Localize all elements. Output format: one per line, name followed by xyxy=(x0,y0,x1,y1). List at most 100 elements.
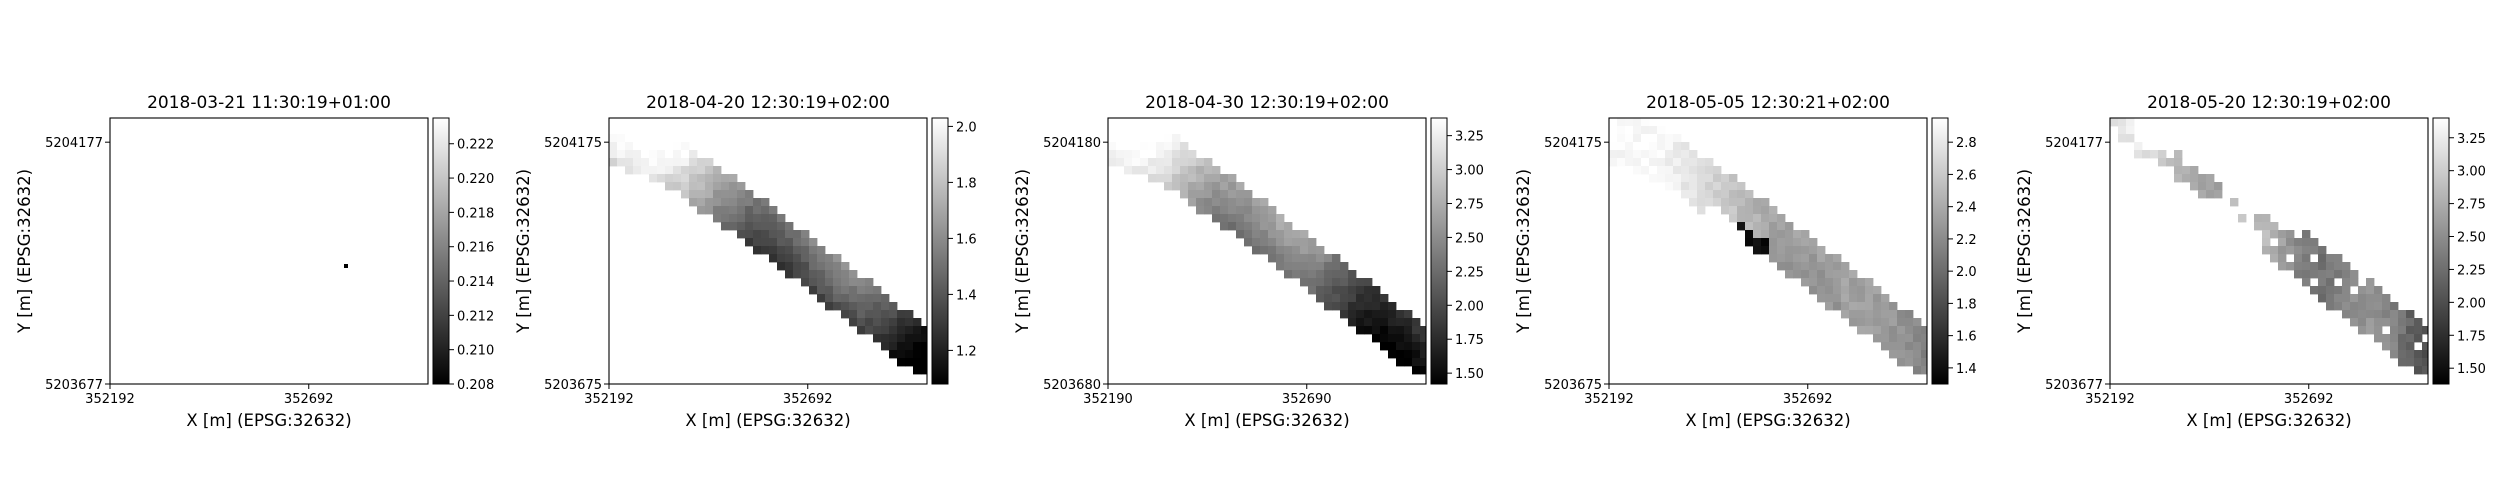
raster-pixel xyxy=(881,326,890,335)
raster-pixel xyxy=(625,134,634,143)
raster-pixel xyxy=(825,286,834,295)
raster-pixel xyxy=(777,230,786,239)
raster-pixel xyxy=(729,174,738,183)
raster-pixel xyxy=(2302,246,2311,255)
raster-pixel xyxy=(2294,270,2303,279)
raster-pixel xyxy=(609,126,618,135)
raster-pixel xyxy=(1244,222,1253,231)
colorbar-tick-label: 1.75 xyxy=(2457,329,2486,344)
raster-pixel xyxy=(857,302,866,311)
raster-pixel xyxy=(1236,214,1245,223)
raster-pixel xyxy=(1633,142,1642,151)
raster-pixel xyxy=(1196,174,1205,183)
raster-pixel xyxy=(2350,278,2359,287)
raster-pixel xyxy=(2238,214,2247,223)
raster-pixel xyxy=(1348,318,1357,327)
raster-pixel xyxy=(1673,166,1682,175)
raster-pixel xyxy=(625,158,634,167)
raster-pixel xyxy=(737,214,746,223)
raster-pixel xyxy=(1793,246,1802,255)
raster-pixel xyxy=(1228,206,1237,215)
raster-pixel xyxy=(1372,334,1381,343)
raster-pixel xyxy=(2414,366,2423,375)
raster-pixel xyxy=(2318,262,2327,271)
raster-pixel xyxy=(1665,158,1674,167)
raster-pixel xyxy=(841,294,850,303)
raster-pixel xyxy=(889,318,898,327)
raster-pixel xyxy=(1889,310,1898,319)
raster-pixel xyxy=(769,230,778,239)
panel-title: 2018-05-05 12:30:21+02:00 xyxy=(1646,93,1890,113)
raster-pixel xyxy=(753,230,762,239)
raster-pixel xyxy=(889,334,898,343)
raster-pixel xyxy=(2366,286,2375,295)
raster-pixel xyxy=(1889,318,1898,327)
panel-3: 2018-04-30 12:30:19+02:00 352190 352690 520… xyxy=(1013,93,1484,430)
raster-pixel xyxy=(1228,214,1237,223)
raster-pixel xyxy=(737,198,746,207)
raster-pixel xyxy=(1420,358,1426,367)
raster-pixel xyxy=(1705,158,1714,167)
raster-pixel xyxy=(761,230,770,239)
colorbar-tick-label: 3.00 xyxy=(1455,164,1484,179)
raster-pixel xyxy=(897,310,906,319)
raster-pixel xyxy=(1132,166,1141,175)
raster-pixel xyxy=(1865,310,1874,319)
raster-pixel xyxy=(641,134,650,143)
raster-pixel xyxy=(1841,286,1850,295)
raster-pixel xyxy=(1617,150,1626,159)
raster-pixel xyxy=(697,158,706,167)
raster-pixel xyxy=(1881,334,1890,343)
raster-pixel xyxy=(1897,342,1906,351)
raster-pixel xyxy=(2318,270,2327,279)
x-tick-label: 352692 xyxy=(783,392,833,407)
raster-pixel xyxy=(1825,254,1834,263)
raster-pixel xyxy=(1268,230,1277,239)
raster-pixel xyxy=(1236,190,1245,199)
raster-pixel xyxy=(1268,238,1277,247)
raster-pixel xyxy=(1284,270,1293,279)
raster-pixel xyxy=(2414,350,2423,359)
raster-pixel xyxy=(2390,342,2399,351)
raster-pixel xyxy=(1108,126,1117,135)
raster-pixel xyxy=(2374,326,2383,335)
raster-pixel xyxy=(2190,166,2199,175)
raster-pixel xyxy=(769,254,778,263)
raster-pixel xyxy=(2334,286,2343,295)
raster-pixel xyxy=(713,174,722,183)
raster-pixel xyxy=(1204,198,1213,207)
raster-pixel xyxy=(1657,174,1666,183)
raster-pixel xyxy=(2262,238,2271,247)
raster-pixel xyxy=(1380,342,1389,351)
raster-pixel xyxy=(1140,142,1149,151)
raster-image xyxy=(2110,118,2428,375)
raster-pixel xyxy=(705,190,714,199)
raster-pixel xyxy=(1148,150,1157,159)
raster-pixel xyxy=(665,150,674,159)
raster-pixel xyxy=(2406,342,2415,351)
raster-pixel xyxy=(1276,214,1285,223)
raster-pixel xyxy=(1625,134,1634,143)
raster-pixel xyxy=(1849,278,1858,287)
raster-pixel xyxy=(2318,254,2327,263)
raster-pixel xyxy=(1212,206,1221,215)
raster-pixel xyxy=(1396,350,1405,359)
raster-pixel xyxy=(1364,294,1373,303)
raster-pixel xyxy=(1124,142,1133,151)
raster-pixel xyxy=(2342,278,2351,287)
raster-pixel xyxy=(1260,230,1269,239)
raster-pixel xyxy=(2374,318,2383,327)
raster-pixel xyxy=(2206,190,2215,199)
raster-pixel xyxy=(2334,254,2343,263)
colorbar-tick-label: 2.0 xyxy=(956,120,977,135)
raster-pixel xyxy=(1172,142,1181,151)
raster-pixel xyxy=(1164,182,1173,191)
raster-pixel xyxy=(649,174,658,183)
raster-pixel xyxy=(1108,142,1117,151)
colorbar-tick-label: 3.25 xyxy=(2457,132,2486,147)
raster-pixel xyxy=(1777,222,1786,231)
raster-pixel xyxy=(1625,166,1634,175)
raster-pixel xyxy=(673,134,682,143)
raster-pixel xyxy=(841,278,850,287)
raster-pixel xyxy=(1817,262,1826,271)
